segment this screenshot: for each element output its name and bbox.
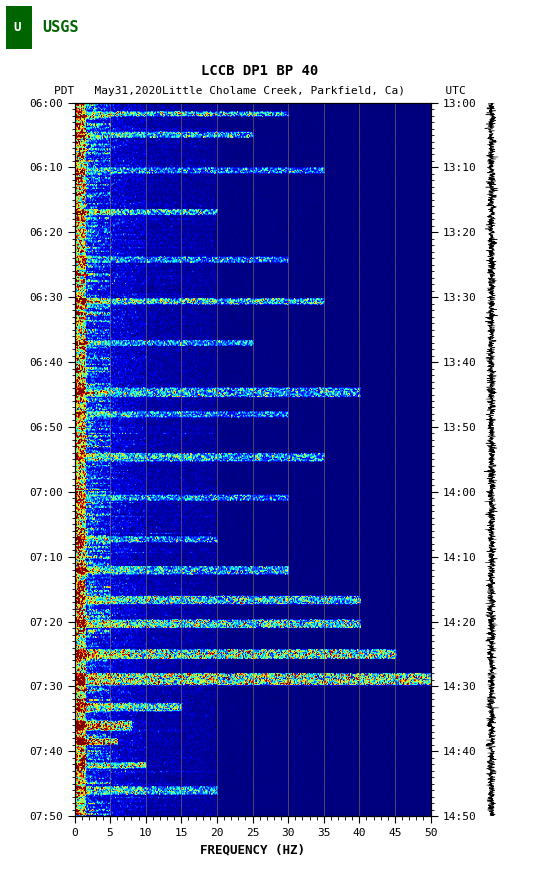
Text: PDT   May31,2020Little Cholame Creek, Parkfield, Ca)      UTC: PDT May31,2020Little Cholame Creek, Park… <box>54 86 465 96</box>
Text: LCCB DP1 BP 40: LCCB DP1 BP 40 <box>201 64 318 78</box>
FancyBboxPatch shape <box>2 4 32 51</box>
X-axis label: FREQUENCY (HZ): FREQUENCY (HZ) <box>200 844 305 856</box>
Text: USGS: USGS <box>42 21 78 35</box>
Text: U: U <box>14 21 21 34</box>
